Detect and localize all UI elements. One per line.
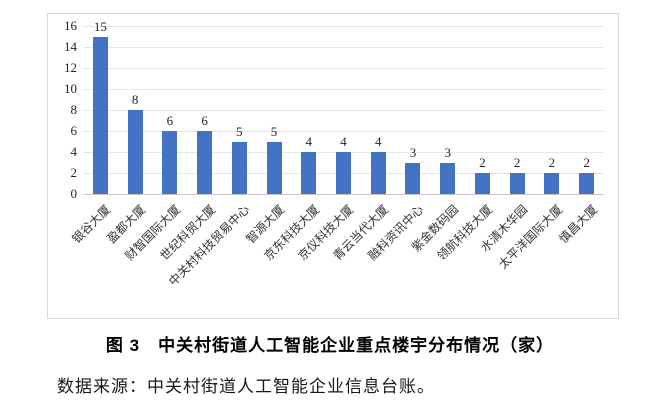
gridline: [83, 25, 604, 27]
bar-value-label: 6: [201, 113, 208, 128]
bar: [231, 141, 247, 194]
y-axis-tick-label: 8: [70, 102, 78, 117]
y-axis-tick-label: 14: [64, 39, 77, 54]
data-source-note: 数据来源：中关村街道人工智能企业信息台账。: [57, 377, 435, 396]
bar-value-label: 3: [444, 144, 451, 160]
bar: [197, 131, 213, 194]
x-axis-labels: 银谷大厦 盈都大厦 财智国际大厦 世纪科贸大厦 中关村科技贸易中心 智源大厦 京东科技大厦京…: [70, 194, 604, 324]
bar-value-label: 5: [236, 123, 243, 139]
y-axis-tick-label: 10: [64, 81, 77, 96]
bar: [405, 162, 421, 194]
bar: [509, 173, 525, 194]
bar: [336, 152, 351, 194]
y-axis-tick-label: 4: [70, 144, 78, 159]
bar-value-label: 4: [340, 134, 347, 149]
bar-chart: 0 2 4 6 8 10 12 14 16 15 8 6 6 5 5 4 4 4 3 3 2 2 2 2 银谷大厦 盈都大厦 财智国…: [47, 13, 619, 319]
x-axis-line: [83, 193, 604, 195]
bar: [544, 173, 560, 194]
gridline: [83, 130, 604, 132]
figure-caption: 图 3 中关村街道人工智能企业重点楼宇分布情况（家）: [105, 336, 555, 355]
bar-value-label: 2: [583, 155, 590, 170]
bar-value-label: 5: [270, 123, 278, 139]
y-axis-tick-label: 0: [70, 186, 78, 201]
y-axis-tick-label: 6: [70, 123, 78, 138]
bar: [440, 162, 456, 194]
bar: [266, 141, 282, 194]
bar: [127, 110, 143, 194]
x-axis-category-label: 太平洋国际大厦: [495, 202, 566, 272]
bar-value-label: 15: [93, 18, 107, 34]
y-axis-tick-label: 12: [64, 60, 77, 75]
plot-area: 0 2 4 6 8 10 12 14 16 15 8 6 6 5 5 4 4 4 3 3 2 2 2 2 银谷大厦 盈都大厦 财智国…: [64, 18, 604, 289]
gridline: [83, 67, 604, 69]
bar-value-label: 2: [479, 155, 486, 170]
y-axis-tick-label: 16: [64, 18, 77, 33]
bar: [579, 173, 595, 194]
bar: [162, 131, 178, 194]
bar: [474, 173, 490, 194]
bar-value-label: 4: [374, 134, 382, 149]
bar: [92, 36, 108, 194]
bar: [370, 152, 386, 194]
bar-value-label: 3: [409, 144, 417, 160]
y-axis-tick-label: 2: [70, 165, 78, 180]
bar-value-label: 6: [166, 113, 174, 128]
gridline: [83, 88, 604, 90]
gridline: [83, 109, 604, 111]
bar-value-label: 8: [131, 92, 139, 107]
bar: [301, 152, 317, 194]
bar-value-label: 2: [513, 155, 521, 170]
bar-value-label: 4: [305, 134, 313, 149]
bar-value-label: 2: [548, 155, 556, 170]
gridline: [83, 46, 604, 48]
